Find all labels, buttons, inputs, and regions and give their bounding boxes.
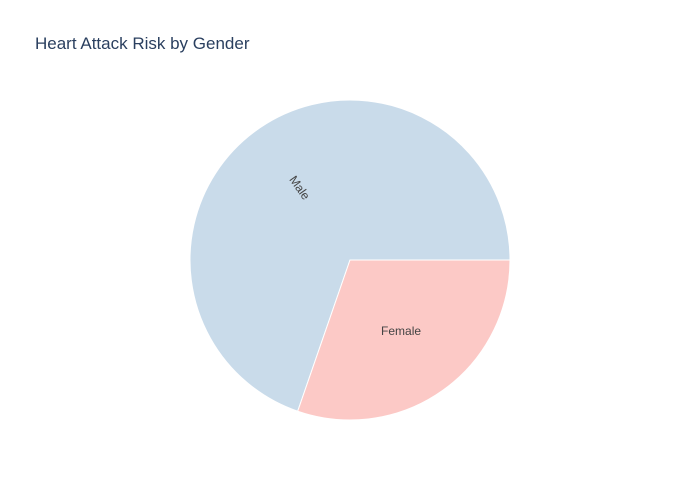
pie-label-female: Female: [381, 324, 421, 338]
pie-slice-male[interactable]: [189, 99, 511, 412]
pie-slice-female[interactable]: [297, 259, 511, 421]
pie-slices: [189, 99, 511, 421]
chart-title: Heart Attack Risk by Gender: [35, 34, 250, 53]
